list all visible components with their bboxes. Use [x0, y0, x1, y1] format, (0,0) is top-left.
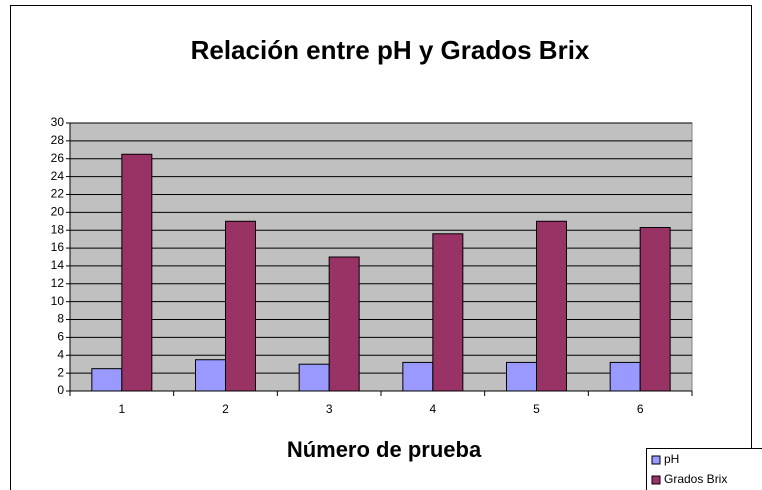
- y-tick-label: 14: [51, 258, 65, 272]
- legend-swatch: [651, 455, 661, 465]
- x-tick-label: 2: [222, 402, 229, 416]
- y-tick-label: 24: [51, 169, 65, 183]
- bar: [91, 368, 123, 392]
- x-tick-label: 6: [637, 402, 644, 416]
- y-tick-label: 8: [57, 312, 64, 326]
- bar: [195, 359, 226, 392]
- y-tick-label: 6: [57, 330, 64, 344]
- y-tick-label: 26: [51, 151, 65, 165]
- legend-box: [646, 448, 762, 490]
- y-tick-label: 28: [51, 133, 65, 147]
- legend-label: Grados Brix: [664, 472, 727, 486]
- bar: [402, 361, 434, 392]
- x-tick-label: 1: [118, 402, 125, 416]
- bar: [639, 227, 671, 392]
- bar: [432, 233, 464, 392]
- y-tick-label: 0: [57, 383, 64, 397]
- bar: [506, 361, 537, 392]
- y-tick-label: 10: [51, 294, 65, 308]
- y-tick-label: 20: [51, 205, 65, 219]
- plot-area: [69, 122, 693, 392]
- y-tick-label: 22: [51, 187, 65, 201]
- y-tick-label: 30: [51, 115, 65, 129]
- chart-title: Relación entre pH y Grados Brix: [191, 35, 590, 65]
- x-axis-title: Número de prueba: [287, 437, 482, 462]
- y-tick-label: 2: [57, 365, 64, 379]
- bar: [121, 153, 153, 392]
- x-tick-label: 4: [429, 402, 436, 416]
- y-tick-label: 18: [51, 222, 65, 236]
- y-tick-label: 4: [57, 347, 64, 361]
- bar: [609, 361, 641, 392]
- bar: [225, 220, 256, 392]
- bar: [536, 220, 567, 392]
- legend-swatch: [651, 475, 661, 485]
- y-tick-label: 16: [51, 240, 65, 254]
- x-tick-label: 5: [533, 402, 540, 416]
- bar: [328, 256, 360, 392]
- x-tick-label: 3: [326, 402, 333, 416]
- bar: [298, 363, 330, 392]
- y-tick-label: 12: [51, 276, 65, 290]
- legend-label: pH: [664, 452, 679, 466]
